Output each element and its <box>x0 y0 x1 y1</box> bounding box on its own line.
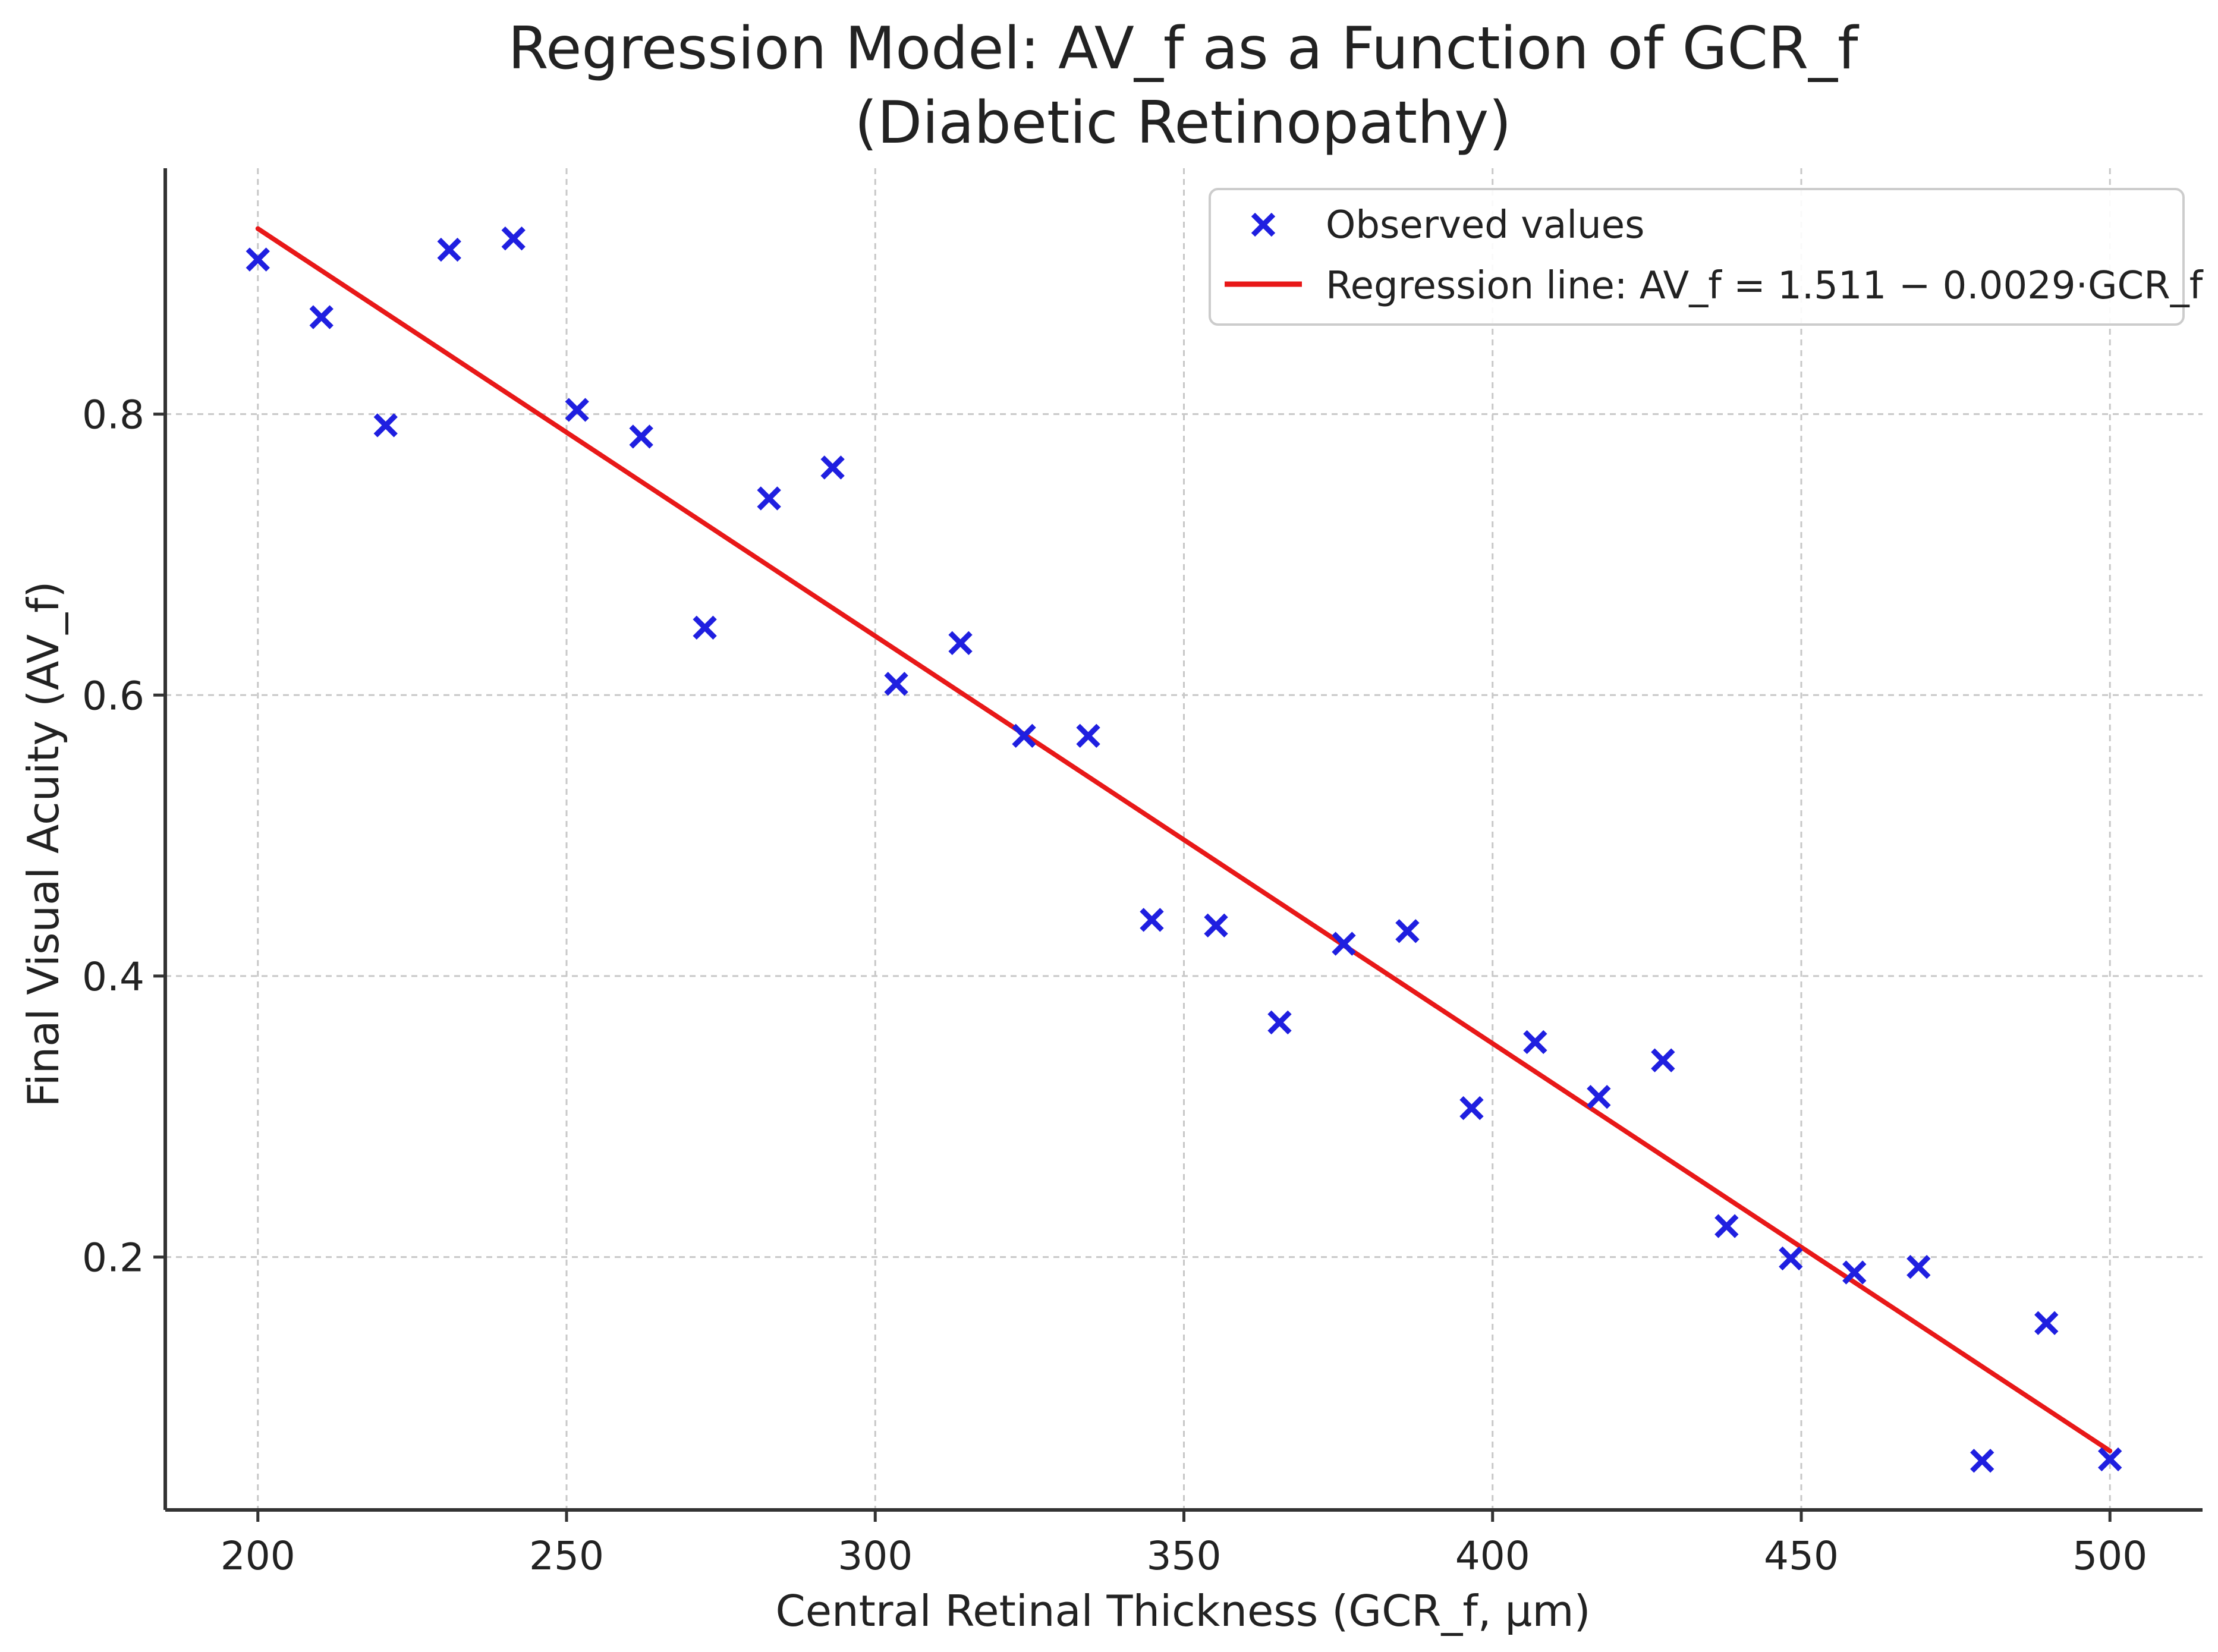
y-tick-label: 0.6 <box>82 673 144 719</box>
data-point <box>1842 1260 1867 1285</box>
data-point <box>1714 1214 1739 1238</box>
data-point <box>629 424 653 449</box>
data-point <box>1587 1084 1611 1109</box>
x-tick-label: 300 <box>838 1533 913 1579</box>
regression-layer <box>255 226 2113 1453</box>
data-point <box>1012 723 1036 748</box>
data-point <box>2034 1311 2059 1335</box>
x-tick-label: 200 <box>221 1533 295 1579</box>
grid-lines <box>165 168 2203 1510</box>
data-point <box>1906 1254 1931 1279</box>
data-point <box>373 413 398 438</box>
tick-labels: 200 250 300 350 400 450 500 0.2 0.4 0.6 0.8 <box>82 392 2147 1579</box>
x-axis-label: Central Retinal Thickness (GCR_f, µm) <box>775 1586 1590 1636</box>
legend-regression-label: Regression line: AV_f = 1.511 − 0.0029·G… <box>1326 264 2204 308</box>
data-point <box>1459 1096 1484 1121</box>
chart-title-line2: (Diabetic Retinopathy) <box>855 89 1512 157</box>
chart-title-line1: Regression Model: AV_f as a Function of … <box>508 15 1860 83</box>
data-point <box>1332 932 1356 956</box>
data-point <box>1395 919 1420 943</box>
x-tick-label: 250 <box>529 1533 604 1579</box>
data-point <box>693 615 717 640</box>
data-point <box>1140 908 1164 932</box>
legend: Observed values Regression line: AV_f = … <box>1209 188 2204 326</box>
x-tick-label: 350 <box>1147 1533 1222 1579</box>
data-point <box>884 672 908 696</box>
data-point <box>1267 1010 1292 1035</box>
data-point <box>246 247 270 272</box>
data-point <box>757 486 781 511</box>
legend-marker <box>1251 212 1276 237</box>
data-point <box>1779 1246 1803 1271</box>
data-point <box>1076 723 1100 748</box>
regression-line <box>255 226 2113 1453</box>
y-tick-label: 0.4 <box>82 954 144 1000</box>
y-tick-label: 0.2 <box>82 1235 144 1281</box>
x-tick-label: 450 <box>1764 1533 1839 1579</box>
scatter-points <box>246 226 2122 1473</box>
data-point <box>1204 913 1228 938</box>
x-tick-label: 500 <box>2072 1533 2147 1579</box>
data-point <box>1651 1048 1675 1072</box>
legend-x-marker-icon <box>1251 212 1276 237</box>
data-point <box>437 237 461 262</box>
data-point <box>1523 1030 1547 1055</box>
data-point <box>2098 1447 2122 1472</box>
data-point <box>309 305 334 329</box>
data-point <box>565 398 589 422</box>
data-point <box>820 455 845 480</box>
x-tick-label: 400 <box>1455 1533 1530 1579</box>
data-point <box>1970 1449 1994 1473</box>
legend-observed-label: Observed values <box>1326 203 1644 247</box>
legend-box <box>1209 188 2185 326</box>
data-point <box>501 226 526 251</box>
y-axis-label: Final Visual Acuity (AV_f) <box>18 581 68 1107</box>
y-tick-label: 0.8 <box>82 392 144 438</box>
data-point <box>948 631 973 655</box>
